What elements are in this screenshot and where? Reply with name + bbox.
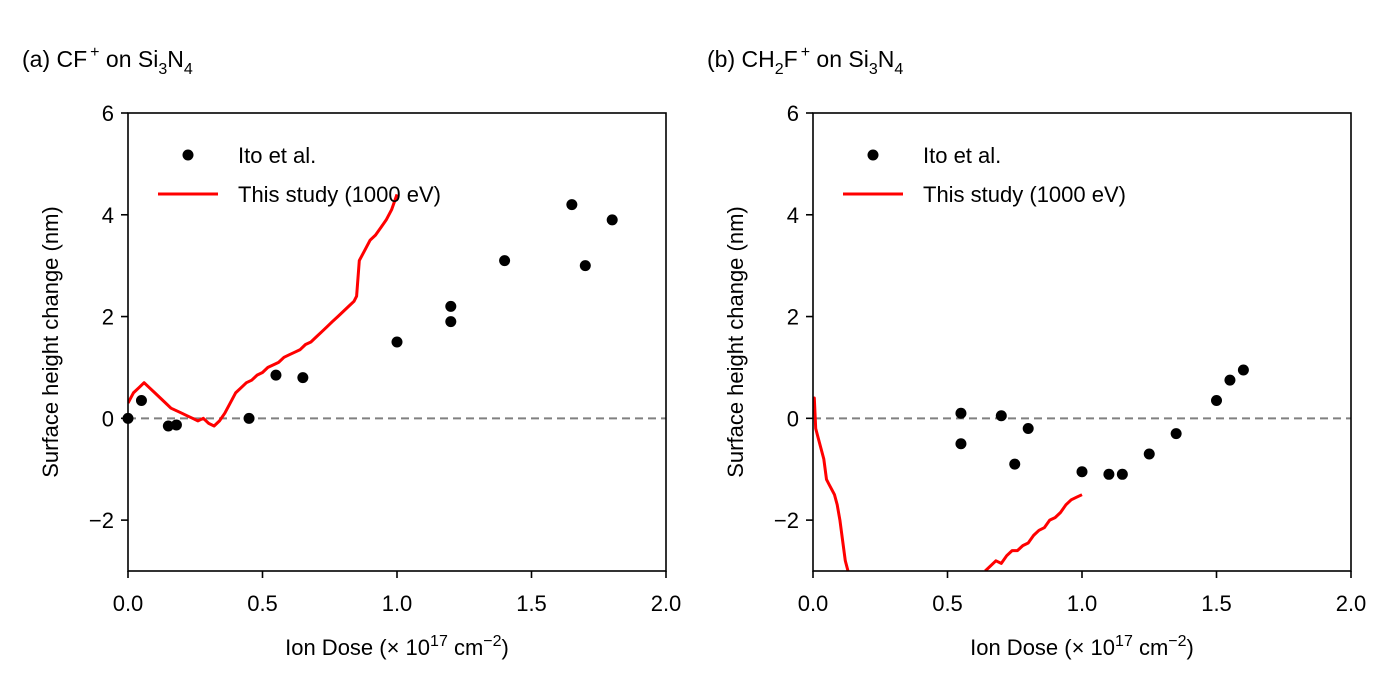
- x-tick-label: 0.0: [113, 591, 144, 616]
- x-tick-label: 1.0: [1067, 591, 1098, 616]
- data-point-ito: [445, 316, 457, 328]
- y-tick-label: −2: [89, 508, 114, 533]
- panel-a: 0.0 0.5 1.0 1.5 2.0 −2 0 2 4 6 Ion Dose (× 1017 cm…: [22, 44, 681, 660]
- data-point-ito: [243, 412, 255, 424]
- y-tick-label: 0: [102, 406, 114, 431]
- data-point-ito: [297, 372, 309, 384]
- legend-label: This study (1000 eV): [923, 182, 1126, 207]
- data-point-ito: [445, 300, 457, 312]
- y-tick-label: 4: [102, 203, 114, 228]
- data-point-ito: [606, 214, 618, 226]
- x-axis-label: Ion Dose (× 1017 cm−2): [970, 633, 1194, 660]
- data-point-ito: [499, 255, 511, 267]
- series-line-this-study: [128, 193, 399, 428]
- data-point-ito: [1076, 466, 1088, 478]
- x-tick-label: 2.0: [1336, 591, 1367, 616]
- y-tick-label: 6: [787, 101, 799, 126]
- data-point-ito: [955, 438, 967, 450]
- data-point-ito: [1116, 468, 1128, 480]
- x-tick-label: 2.0: [651, 591, 682, 616]
- legend-marker-ito: [867, 149, 879, 161]
- panel-b: 0.0 0.5 1.0 1.5 2.0 −2 0 2 4 6 Ion Dose (× 1017 cm…: [707, 44, 1366, 660]
- data-point-ito: [1211, 395, 1222, 407]
- y-tick-label: 2: [102, 305, 114, 330]
- y-tick-label: 0: [787, 406, 799, 431]
- series-line-this-study: [813, 396, 1083, 571]
- data-point-ito: [955, 407, 967, 419]
- panel-title: (a) CF + on Si3N4: [22, 44, 193, 78]
- data-point-ito: [162, 420, 174, 432]
- data-point-ito: [391, 336, 403, 348]
- y-tick-label: 6: [102, 101, 114, 126]
- panel-title: (b) CH2F + on Si3N4: [707, 44, 903, 78]
- y-axis-label: Surface height change (nm): [38, 206, 63, 478]
- y-axis-label: Surface height change (nm): [723, 206, 748, 478]
- x-tick-label: 1.5: [1201, 591, 1232, 616]
- data-point-ito: [995, 410, 1007, 422]
- data-point-ito: [1224, 374, 1236, 386]
- data-point-ito: [1170, 428, 1182, 440]
- x-axis-label: Ion Dose (× 1017 cm−2): [285, 633, 509, 660]
- x-tick-label: 1.5: [516, 591, 547, 616]
- y-tick-label: −2: [774, 508, 799, 533]
- legend-marker-ito: [182, 149, 194, 161]
- x-tick-label: 0.0: [798, 591, 829, 616]
- data-point-ito: [1022, 423, 1034, 435]
- data-point-ito: [566, 199, 578, 211]
- data-point-ito: [579, 260, 591, 272]
- data-point-ito: [1009, 458, 1021, 470]
- legend-label: Ito et al.: [923, 143, 1001, 168]
- x-tick-label: 0.5: [247, 591, 278, 616]
- legend-label: This study (1000 eV): [238, 182, 441, 207]
- x-tick-label: 0.5: [932, 591, 963, 616]
- legend-label: Ito et al.: [238, 143, 316, 168]
- y-tick-label: 4: [787, 203, 799, 228]
- y-tick-label: 2: [787, 305, 799, 330]
- data-point-ito: [1237, 364, 1249, 376]
- x-tick-label: 1.0: [382, 591, 413, 616]
- data-point-ito: [135, 395, 147, 407]
- data-point-ito: [170, 419, 182, 431]
- data-point-ito: [270, 369, 282, 381]
- data-point-ito: [1143, 448, 1155, 460]
- data-point-ito: [1103, 468, 1115, 480]
